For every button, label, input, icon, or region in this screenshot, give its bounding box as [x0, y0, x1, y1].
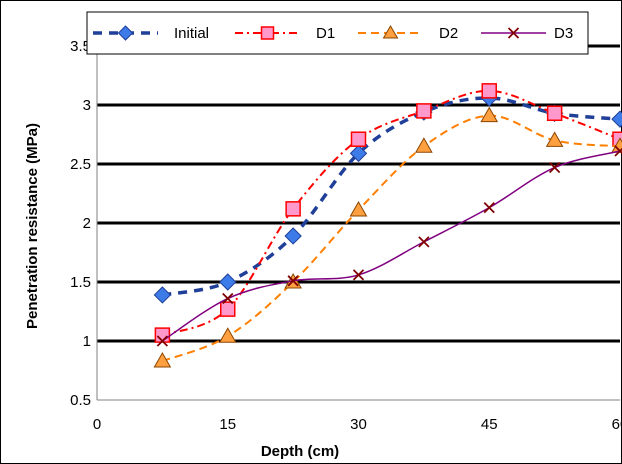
- series-d3-point-3: [352, 269, 365, 281]
- legend-item-d3-label: D3: [554, 25, 573, 42]
- x-tick-label: 0: [93, 416, 101, 433]
- y-tick-label: 1: [83, 333, 91, 350]
- x-stroke: [483, 202, 495, 214]
- series-d3-point-4: [418, 236, 430, 248]
- series-d2-point-6: [545, 131, 564, 147]
- series-d3-point-1: [222, 292, 234, 305]
- series-d2-point-4: [415, 137, 433, 153]
- legend-item-initial-marker: [117, 25, 134, 41]
- series-initial-point-3: [349, 144, 368, 163]
- y-tick-label: 0.5: [70, 392, 91, 409]
- series-d2-line: [162, 114, 621, 362]
- series-d1-line: [162, 89, 621, 337]
- series-d3-point-7: [614, 145, 622, 157]
- legend-item-d2: D2: [358, 25, 458, 42]
- y-tick-label: 2.5: [70, 156, 91, 173]
- y-tick-label: 3.5: [70, 38, 91, 55]
- series-d3-point-5: [483, 202, 495, 214]
- legend-item-d1-marker: [260, 26, 275, 40]
- x-axis-title: Depth (cm): [261, 443, 339, 460]
- series-d2-point-5: [480, 106, 499, 123]
- series-d2-point-3: [349, 201, 368, 217]
- y-tick-label: 1.5: [70, 274, 91, 291]
- legend-item-d2-marker: [382, 25, 399, 39]
- series-d3-point-2: [287, 275, 299, 287]
- series-d1-point-6: [546, 105, 563, 122]
- series-d2-point-7: [611, 137, 622, 153]
- series-initial-point-2: [284, 227, 302, 245]
- y-axis-title: Penetration resistance (MPa): [24, 123, 41, 329]
- x-tick-label: 15: [219, 416, 236, 433]
- series-d1-point-3: [350, 131, 367, 147]
- grid-layer: [97, 44, 620, 343]
- x-stroke: [507, 27, 520, 39]
- x-tick-label: 45: [481, 416, 498, 433]
- series-d2-point-0: [153, 352, 172, 368]
- legend-item-d3: D3: [481, 25, 573, 42]
- series-d1-point-4: [416, 103, 432, 119]
- legend-item-initial: Initial: [93, 25, 209, 42]
- legend-item-d2-label: D2: [439, 25, 458, 42]
- series-initial-point-0: [153, 286, 172, 304]
- x-stroke: [222, 292, 234, 305]
- series-d1-point-1: [220, 301, 236, 317]
- axes-layer: 0.5 1 1.5 2 2.5 3 3.5 0 15 30 45 60: [70, 38, 622, 433]
- legend-item-initial-label: Initial: [174, 25, 209, 42]
- series-d3-line: [161, 150, 621, 342]
- legend: Initial D1 D2 D3: [86, 11, 589, 55]
- x-stroke: [287, 275, 299, 287]
- series-d2: [153, 106, 622, 368]
- x-stroke: [614, 147, 622, 157]
- x-stroke: [418, 236, 430, 248]
- series-d3-point-6: [548, 161, 561, 174]
- x-stroke: [548, 161, 561, 174]
- series-d1-point-5: [481, 83, 497, 99]
- legend-item-d1: D1: [235, 25, 335, 42]
- x-tick-label: 30: [350, 416, 367, 433]
- series-d3-point-0: [156, 335, 169, 347]
- series-d3: [156, 145, 622, 347]
- series-initial-point-7: [611, 110, 622, 128]
- series-d2-point-1: [218, 327, 237, 343]
- series-initial-point-1: [219, 273, 237, 291]
- x-tick-label: 60: [612, 416, 622, 433]
- series-initial-line: [162, 96, 621, 297]
- legend-item-d3-marker: [507, 27, 520, 39]
- x-stroke: [156, 335, 169, 347]
- legend-item-d1-label: D1: [316, 25, 335, 42]
- series-initial: [153, 89, 622, 304]
- series-layer: [153, 83, 622, 368]
- series-d1: [154, 83, 622, 343]
- y-tick-label: 2: [83, 215, 91, 232]
- series-d1-point-2: [285, 201, 301, 217]
- x-stroke: [352, 269, 365, 281]
- y-tick-label: 3: [83, 97, 91, 114]
